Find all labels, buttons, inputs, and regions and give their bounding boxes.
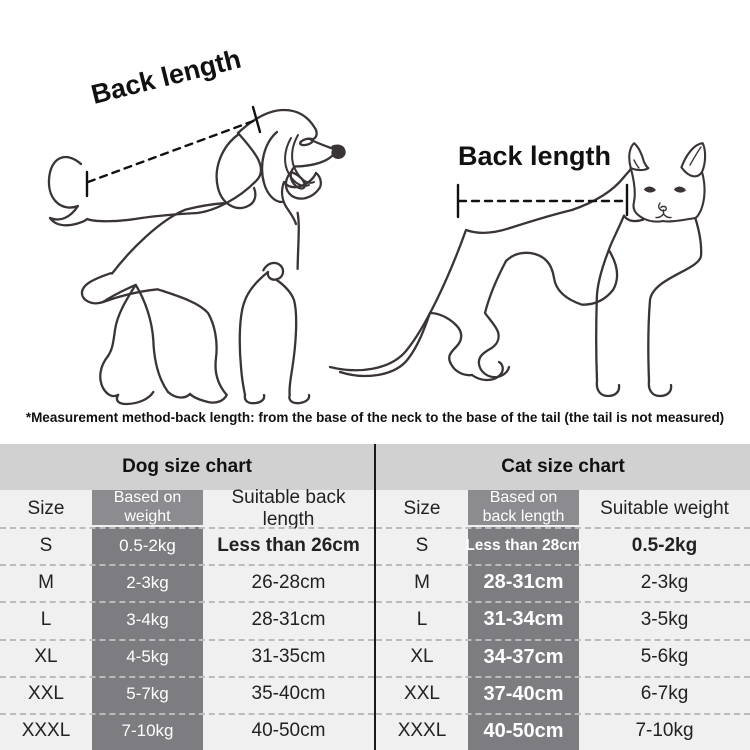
svg-text:Back length: Back length (88, 44, 244, 110)
svg-text:Back length: Back length (458, 141, 611, 171)
